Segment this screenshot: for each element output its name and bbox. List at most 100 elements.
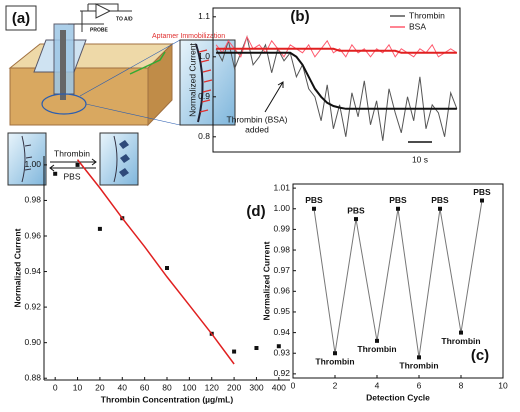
label-box	[5, 5, 37, 31]
y-tick-label: 0.98	[24, 195, 41, 205]
y-tick-label: 0.8	[198, 131, 210, 141]
aptamers	[198, 49, 213, 113]
point-label: PBS	[431, 195, 449, 205]
panel-label: (b)	[290, 8, 309, 25]
x-tick-label: 4	[375, 380, 380, 390]
x-tick-label: 2	[333, 380, 338, 390]
y-tick-label: 0.90	[24, 337, 41, 347]
x-tick-label: 300	[249, 382, 263, 392]
x-axis-label: Thrombin Concentration (µg/mL)	[101, 394, 234, 404]
point-label: Thrombin	[315, 356, 354, 366]
y-tick-label: 0.96	[273, 286, 290, 296]
x-tick-label: 200	[227, 382, 241, 392]
legend-label: Thrombin	[409, 10, 445, 20]
marker	[417, 355, 421, 360]
marker	[97, 226, 102, 231]
marker	[480, 198, 484, 203]
y-tick-label: 0.93	[273, 347, 290, 357]
marker	[165, 266, 169, 270]
marker	[459, 330, 463, 335]
x-tick-label: 40	[118, 382, 128, 392]
y-tick-label: 0.92	[24, 301, 41, 311]
y-axis-label: Normalized Current	[12, 228, 22, 307]
wire	[129, 51, 166, 75]
state-panel	[7, 132, 47, 186]
series-line	[215, 35, 458, 141]
y-tick-label: 1.0	[198, 51, 210, 61]
plot-frame	[212, 7, 461, 153]
marker	[75, 162, 80, 167]
point-label: Thrombin	[441, 336, 480, 346]
series-line	[313, 200, 483, 358]
zoom-lines	[79, 39, 181, 126]
x-tick-label: 0	[291, 380, 296, 390]
point-label: PBS	[305, 195, 323, 205]
aptamer-label: Aptamer Immobilization	[152, 33, 225, 40]
state-panel	[99, 132, 139, 186]
y-tick-label: 0.95	[273, 306, 290, 316]
surface	[113, 135, 118, 183]
y-tick-label: 0.92	[273, 368, 290, 378]
circuit-label: PROBE	[90, 27, 108, 33]
y-tick-label: 0.88	[24, 372, 41, 382]
panel-label: (d)	[246, 203, 265, 220]
y-tick-label: 0.94	[24, 266, 41, 276]
y-axis-label: Normalized Current	[187, 43, 197, 117]
x-tick-label: 120	[205, 382, 219, 392]
x-tick-label: 10	[73, 382, 83, 392]
plot-frame	[292, 183, 504, 379]
marker	[396, 206, 400, 211]
legend-label: BSA	[409, 21, 426, 31]
x-tick-label: 0	[53, 382, 58, 392]
scale-bar-label: 10 s	[412, 154, 428, 164]
y-tick-label: 0.99	[273, 224, 290, 234]
y-tick-label: 1.1	[198, 11, 210, 21]
tank-top	[8, 43, 174, 69]
x-tick-label: 6	[417, 380, 422, 390]
marker	[375, 338, 379, 343]
y-tick-label: 1.00	[24, 159, 41, 169]
y-tick-label: 0.98	[273, 244, 290, 254]
panel-label: (a)	[12, 10, 30, 27]
x-tick-label: 400	[272, 382, 286, 392]
marker	[53, 171, 58, 176]
x-tick-label: 80	[162, 382, 172, 392]
y-tick-label: 0.96	[24, 230, 41, 240]
annotation-arrow	[264, 81, 284, 113]
marker	[354, 217, 358, 222]
y-tick-label: 0.94	[273, 327, 290, 337]
x-tick-label: 60	[140, 382, 150, 392]
y-tick-label: 0.97	[273, 265, 290, 275]
point-label: PBS	[389, 195, 407, 205]
annotation: Thrombin (BSA)	[227, 114, 288, 124]
circuit	[68, 3, 132, 32]
point-label: PBS	[347, 205, 365, 215]
x-tick-label: 100	[182, 382, 196, 392]
point-label: Thrombin	[399, 361, 438, 371]
y-tick-label: 1.01	[273, 182, 290, 192]
x-axis-label: Detection Cycle	[366, 392, 430, 402]
point-label: Thrombin	[357, 344, 396, 354]
op-amp	[95, 3, 112, 19]
surface	[195, 43, 204, 123]
surface	[21, 135, 33, 183]
marker	[254, 346, 259, 350]
x-tick-label: 20	[95, 382, 105, 392]
annotation: added	[245, 124, 269, 134]
arrows	[49, 158, 97, 172]
point-label: PBS	[473, 187, 491, 197]
y-tick-label: 1.00	[273, 203, 290, 213]
panel-label: (c)	[471, 347, 489, 364]
probe	[60, 30, 66, 100]
arrow-label: PBS	[63, 171, 80, 181]
thrombin-bound	[119, 140, 130, 177]
tank-side	[147, 42, 173, 127]
marker	[276, 344, 281, 349]
marker	[312, 206, 316, 211]
y-axis-label: Normalized Current	[261, 241, 271, 320]
series-line	[76, 159, 235, 365]
x-tick-label: 8	[459, 380, 464, 390]
circuit-label: TO A/D	[116, 16, 133, 22]
